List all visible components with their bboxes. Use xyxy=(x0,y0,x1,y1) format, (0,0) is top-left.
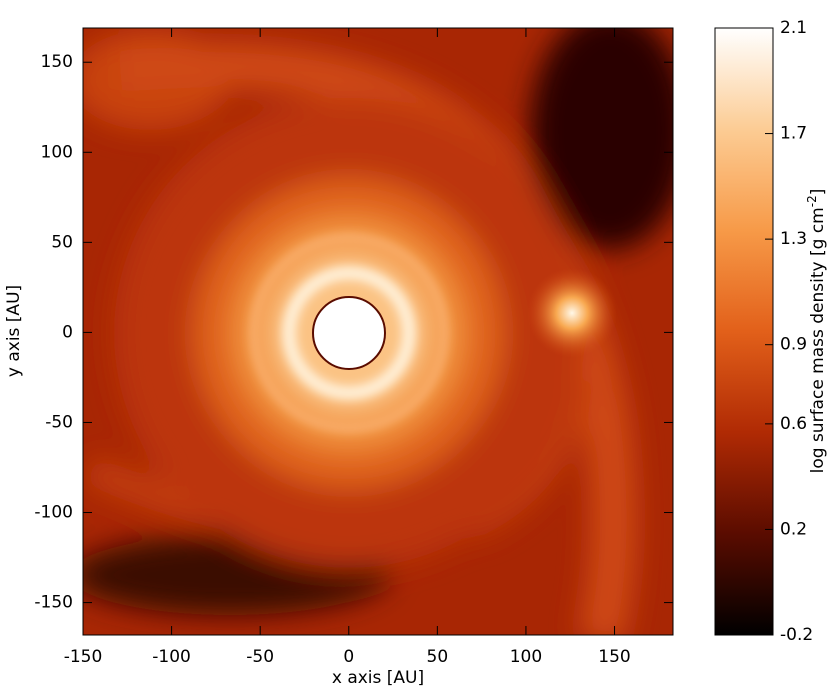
x-axis-label: x axis [AU] xyxy=(332,668,424,688)
colorbar-label: log surface mass density [g cm-2] xyxy=(805,189,829,474)
density-map xyxy=(83,28,673,635)
y-axis-label: y axis [AU] xyxy=(4,285,24,377)
colorbar-tick-label: -0.2 xyxy=(780,625,813,645)
x-tick-label: 50 xyxy=(427,647,449,667)
colorbar-label-text: log surface mass density [g cm xyxy=(808,207,828,473)
x-tick-label: 100 xyxy=(510,647,542,667)
colorbar-tick-label: 2.1 xyxy=(780,18,807,38)
colorbar xyxy=(714,27,774,636)
x-tick-label: -50 xyxy=(246,647,274,667)
y-tick-label: 100 xyxy=(41,142,73,162)
y-tick-label: 0 xyxy=(62,322,73,342)
colorbar-tick-label: 0.9 xyxy=(780,335,807,355)
y-tick-label: 50 xyxy=(51,232,73,252)
y-tick-label: -100 xyxy=(34,503,73,523)
colorbar-tick-label: 1.3 xyxy=(780,229,807,249)
colorbar-tick-label: 0.2 xyxy=(780,519,807,539)
colorbar-label-superscript: -2 xyxy=(805,195,819,207)
x-tick-label: 150 xyxy=(598,647,630,667)
plot-frame xyxy=(82,27,674,636)
x-tick-label: -150 xyxy=(64,647,103,667)
x-tick-label: -100 xyxy=(152,647,191,667)
y-tick-label: -50 xyxy=(45,412,73,432)
y-tick-label: 150 xyxy=(41,52,73,72)
x-tick-label: 0 xyxy=(343,647,354,667)
y-tick-label: -150 xyxy=(34,593,73,613)
colorbar-tick-label: 1.7 xyxy=(780,124,807,144)
colorbar-label-suffix: ] xyxy=(808,189,828,196)
colorbar-tick-label: 0.6 xyxy=(780,414,807,434)
